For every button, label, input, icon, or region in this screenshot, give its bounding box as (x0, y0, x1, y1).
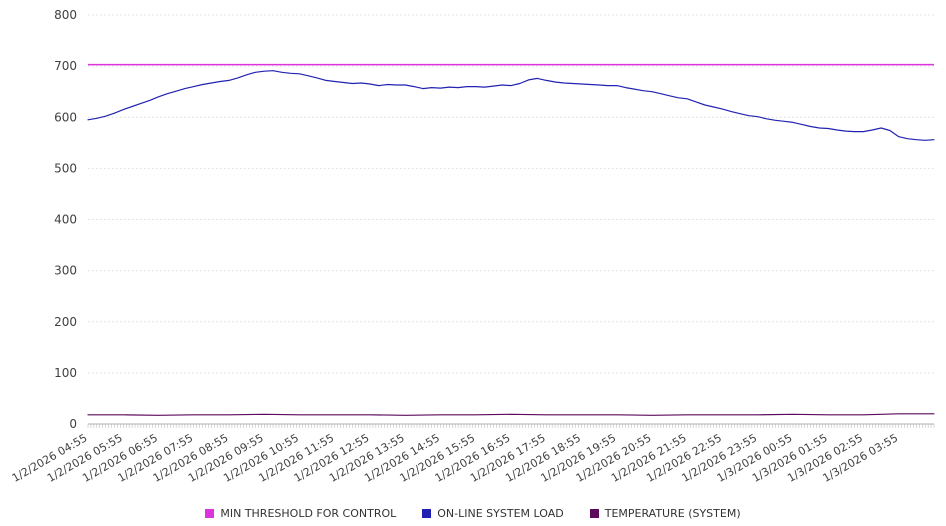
svg-text:800: 800 (54, 8, 77, 22)
legend-item-temperature-system[interactable]: TEMPERATURE (SYSTEM) (589, 507, 741, 520)
legend-label-temperature-system: TEMPERATURE (SYSTEM) (604, 507, 741, 520)
svg-text:400: 400 (54, 213, 77, 227)
svg-text:100: 100 (54, 366, 77, 380)
svg-text:300: 300 (54, 264, 77, 278)
legend-label-online-system-load: ON-LINE SYSTEM LOAD (437, 507, 564, 520)
legend-label-min-threshold: MIN THRESHOLD FOR CONTROL (220, 507, 397, 520)
legend-swatch-online-system-load-icon (422, 509, 432, 518)
legend-swatch-min-threshold-icon (205, 509, 215, 518)
svg-text:0: 0 (69, 417, 77, 431)
svg-text:600: 600 (54, 110, 77, 124)
svg-text:500: 500 (54, 161, 77, 175)
legend-item-online-system-load[interactable]: ON-LINE SYSTEM LOAD (422, 507, 564, 520)
chart-legend: MIN THRESHOLD FOR CONTROL ON-LINE SYSTEM… (0, 507, 946, 520)
legend-item-min-threshold[interactable]: MIN THRESHOLD FOR CONTROL (205, 507, 396, 520)
legend-swatch-temperature-system-icon (589, 509, 599, 518)
svg-text:700: 700 (54, 59, 77, 73)
svg-text:200: 200 (54, 315, 77, 329)
